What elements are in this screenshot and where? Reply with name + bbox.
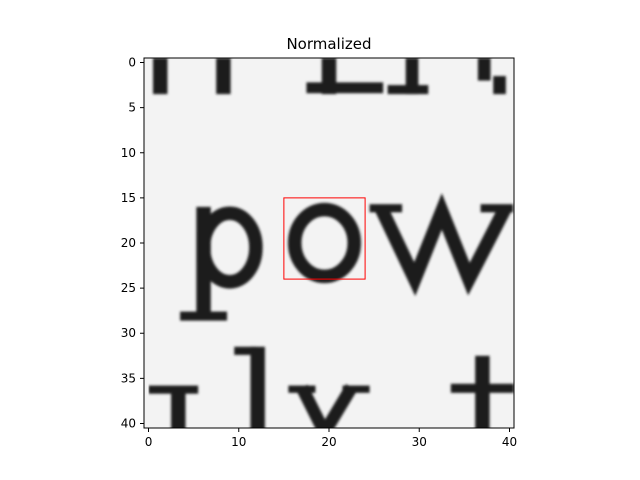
x-axis: 0 10 20 30 40 bbox=[145, 428, 517, 449]
glyph-stroke bbox=[196, 206, 263, 289]
y-tick-label: 0 bbox=[128, 56, 136, 70]
glyph-stroke bbox=[148, 385, 199, 394]
y-tick-label: 25 bbox=[121, 281, 136, 295]
glyph-stroke bbox=[369, 204, 403, 213]
y-axis: 0 5 10 15 20 25 30 35 40 bbox=[121, 56, 144, 430]
glyph-stroke bbox=[480, 204, 514, 213]
glyph-stroke bbox=[477, 58, 491, 81]
glyph-stroke bbox=[180, 311, 228, 321]
glyph-stroke bbox=[234, 346, 257, 355]
x-tick-label: 40 bbox=[502, 435, 517, 449]
y-tick-label: 35 bbox=[121, 371, 136, 385]
glyph-stroke bbox=[387, 85, 429, 95]
y-tick-label: 30 bbox=[121, 326, 136, 340]
y-tick-label: 20 bbox=[121, 236, 136, 250]
glyph-layer bbox=[148, 58, 514, 428]
y-tick-label: 15 bbox=[121, 191, 136, 205]
glyph-stroke bbox=[493, 76, 506, 95]
glyph-stroke bbox=[153, 58, 168, 95]
highlight-box bbox=[283, 197, 366, 280]
y-tick-label: 5 bbox=[128, 101, 136, 115]
x-tick-label: 10 bbox=[231, 435, 246, 449]
chart-title: Normalized bbox=[286, 35, 371, 53]
glyph-stroke bbox=[475, 355, 490, 428]
glyph-stroke bbox=[216, 58, 231, 95]
glyph-stroke bbox=[288, 385, 316, 393]
glyph-stroke bbox=[296, 384, 357, 428]
glyph-stroke bbox=[287, 202, 362, 284]
glyph-stroke bbox=[342, 385, 370, 393]
glyph-stroke bbox=[450, 383, 514, 393]
glyph-stroke bbox=[306, 82, 384, 94]
glyph-stroke bbox=[171, 387, 186, 428]
y-tick-label: 40 bbox=[121, 416, 136, 430]
y-tick-label: 10 bbox=[121, 146, 136, 160]
heatmap-image bbox=[144, 58, 514, 428]
x-tick-label: 20 bbox=[321, 435, 336, 449]
x-tick-label: 0 bbox=[145, 435, 153, 449]
glyph-stroke bbox=[375, 193, 511, 297]
x-tick-label: 30 bbox=[412, 435, 427, 449]
glyph-stroke bbox=[250, 346, 265, 428]
